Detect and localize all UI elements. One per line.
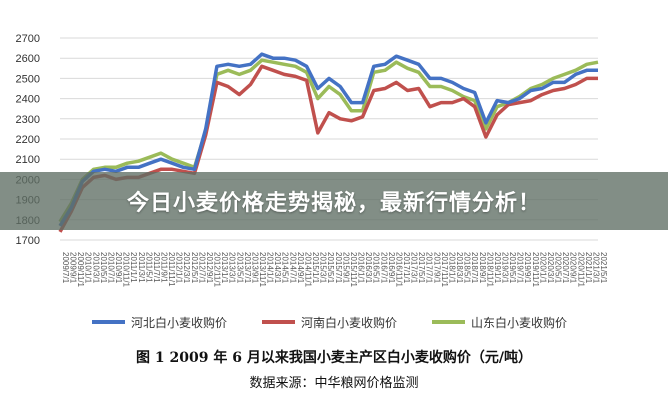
x-tick-label: 2013/3/1	[228, 252, 237, 284]
x-tick-label: 2014/7/1	[288, 252, 297, 284]
x-tick-label: 2019/5/1	[508, 252, 517, 284]
x-tick-label: 2015/9/1	[341, 252, 350, 284]
x-tick-label: 2016/9/1	[387, 252, 396, 284]
x-tick-label: 2014/3/1	[273, 252, 282, 284]
x-tick-label: 2018/7/1	[470, 252, 479, 284]
x-tick-label: 2015/1/1	[311, 252, 320, 284]
x-tick-label: 2014/9/1	[296, 252, 305, 284]
x-tick-label: 2011/3/1	[137, 252, 146, 283]
y-tick-label: 2500	[16, 73, 40, 85]
x-tick-label: 2017/9/1	[432, 252, 441, 284]
x-tick-label: 2011/1/1	[129, 252, 138, 283]
x-tick-label: 2017/3/1	[410, 252, 419, 284]
x-tick-label: 2018/9/1	[478, 252, 487, 284]
x-tick-label: 2010/5/1	[99, 252, 108, 284]
x-tick-label: 2020/5/1	[554, 252, 563, 284]
x-tick-label: 2019/1/1	[493, 252, 502, 284]
y-tick-label: 2300	[16, 114, 40, 126]
x-tick-label: 2013/9/1	[250, 252, 259, 284]
legend: 河北白小麦收购价 河南白小麦收购价 山东白小麦收购价	[92, 315, 567, 330]
x-tick-label: 2020/11/1	[576, 252, 585, 288]
x-tick-label: 2010/9/1	[114, 252, 123, 284]
x-tick-label: 2010/7/1	[106, 252, 115, 284]
x-tick-label: 2013/1/1	[220, 252, 229, 284]
x-tick-label: 2011/7/1	[152, 252, 161, 283]
x-tick-label: 2012/5/1	[190, 252, 199, 284]
x-tick-label: 2020/3/1	[546, 252, 555, 284]
y-tick-label: 2100	[16, 154, 40, 166]
x-tick-label: 2014/5/1	[281, 252, 290, 284]
x-tick-label: 2011/9/1	[160, 252, 169, 283]
x-tick-label: 2014/1/1	[266, 252, 275, 284]
x-tick-label: 2021/3/1	[591, 252, 600, 284]
x-tick-label: 2012/9/1	[205, 252, 214, 284]
x-tick-label: 2009/11/1	[76, 252, 85, 288]
figure-caption: 图 1 2009 年 6 月以来我国小麦主产区白小麦收购价（元/吨）	[136, 350, 532, 366]
x-tick-label: 2010/1/1	[84, 252, 93, 284]
x-tick-label: 2012/3/1	[182, 252, 191, 284]
x-tick-label: 2013/11/1	[258, 252, 267, 288]
x-tick-label: 2016/5/1	[372, 252, 381, 284]
x-tick-label: 2019/7/1	[516, 252, 525, 284]
x-tick-label: 2015/7/1	[334, 252, 343, 284]
x-tick-label: 2013/7/1	[243, 252, 252, 284]
x-tick-label: 2009/9/1	[69, 252, 78, 284]
x-tick-label: 2017/11/1	[440, 252, 449, 288]
x-tick-label: 2011/5/1	[144, 252, 153, 283]
x-tick-label: 2014/11/1	[303, 252, 312, 288]
x-tick-label: 2020/9/1	[569, 252, 578, 284]
x-tick-label: 2017/1/1	[402, 252, 411, 284]
x-tick-label: 2011/11/1	[167, 252, 176, 287]
x-tick-label: 2012/1/1	[175, 252, 184, 284]
x-tick-label: 2010/3/1	[91, 252, 100, 284]
y-tick-label: 2200	[16, 134, 40, 146]
x-tick-label: 2016/1/1	[357, 252, 366, 284]
x-tick-label: 2021/1/1	[584, 252, 593, 284]
x-tick-label: 2016/7/1	[379, 252, 388, 284]
headline-text: 今日小麦价格走势揭秘，最新行情分析！	[126, 191, 541, 216]
x-tick-label: 2019/11/1	[531, 252, 540, 288]
legend-label-hebei: 河北白小麦收购价	[131, 315, 227, 330]
x-tick-label: 2015/3/1	[319, 252, 328, 284]
x-tick-label: 2019/9/1	[523, 252, 532, 284]
x-tick-label: 2021/5/1	[599, 252, 608, 284]
x-tick-label: 2016/11/1	[394, 252, 403, 288]
x-tick-label: 2018/1/1	[447, 252, 456, 284]
x-tick-label: 2019/3/1	[500, 252, 509, 284]
x-tick-label: 2010/11/1	[122, 252, 131, 288]
x-tick-label: 2017/5/1	[417, 252, 426, 284]
x-tick-label: 2017/7/1	[425, 252, 434, 284]
x-tick-label: 2018/5/1	[463, 252, 472, 284]
legend-label-henan: 河南白小麦收购价	[301, 315, 397, 330]
x-tick-label: 2018/11/1	[485, 252, 494, 288]
x-tick-label: 2009/7/1	[61, 252, 70, 284]
x-tick-label: 2020/7/1	[561, 252, 570, 284]
x-tick-label: 2020/1/1	[538, 252, 547, 284]
y-tick-label: 2600	[16, 53, 40, 65]
x-tick-label: 2015/11/1	[349, 252, 358, 288]
x-axis-ticks: 2009/7/12009/9/12009/11/12010/1/12010/3/…	[61, 252, 608, 288]
y-tick-label: 2700	[16, 33, 40, 45]
series-line-hebei	[58, 52, 598, 227]
x-tick-label: 2012/7/1	[197, 252, 206, 284]
y-tick-label: 1700	[16, 235, 40, 247]
legend-label-shandong: 山东白小麦收购价	[471, 315, 567, 330]
x-tick-label: 2013/5/1	[235, 252, 244, 284]
x-tick-label: 2016/3/1	[364, 252, 373, 284]
headline-banner: 今日小麦价格走势揭秘，最新行情分析！	[0, 172, 668, 230]
source-note: 数据来源：中华粮网价格监测	[249, 376, 419, 391]
x-tick-label: 2015/5/1	[326, 252, 335, 284]
x-tick-label: 2012/11/1	[213, 252, 222, 288]
x-tick-label: 2018/3/1	[455, 252, 464, 284]
y-tick-label: 2400	[16, 94, 40, 106]
